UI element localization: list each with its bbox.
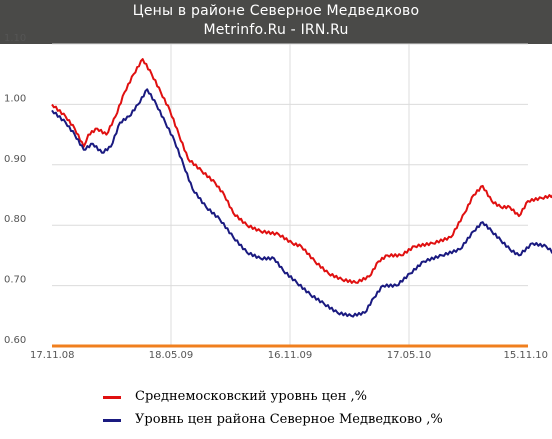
series-line-district — [51, 88, 552, 318]
y-tick-label: 0.70 — [4, 275, 26, 286]
y-tick-label: 1.00 — [4, 93, 26, 104]
chart-source: Metrinfo.Ru - IRN.Ru — [203, 22, 349, 38]
y-tick-label: 1.10 — [4, 33, 26, 44]
chart-header: Цены в районе Северное Медведково Metrin… — [0, 0, 552, 44]
x-tick-label: 18.05.09 — [149, 350, 194, 361]
legend-swatch-district — [103, 419, 121, 422]
x-tick-label: 17.11.08 — [30, 350, 75, 361]
legend-swatch-moscow — [103, 396, 121, 399]
line-chart: 0.60 0.70 0.80 0.90 1.00 1.10 17.11.08 18.05.09… — [4, 33, 552, 361]
y-tick-label: 0.60 — [4, 335, 26, 346]
y-tick-label: 0.90 — [4, 154, 26, 165]
legend: Среднемосковский уровнь цен ,% Уровнь це… — [0, 380, 552, 439]
x-tick-label: 16.11.09 — [268, 350, 313, 361]
y-tick-label: 0.80 — [4, 214, 26, 225]
x-tick-label: 15.11.10 — [503, 350, 548, 361]
legend-label-moscow: Среднемосковский уровнь цен ,% — [135, 389, 368, 404]
chart-title: Цены в районе Северное Медведково — [132, 3, 420, 19]
legend-label-district: Уровнь цен района Северное Медведково ,% — [135, 412, 443, 427]
x-tick-label: 17.05.10 — [387, 350, 432, 361]
series-line-moscow — [51, 58, 552, 284]
